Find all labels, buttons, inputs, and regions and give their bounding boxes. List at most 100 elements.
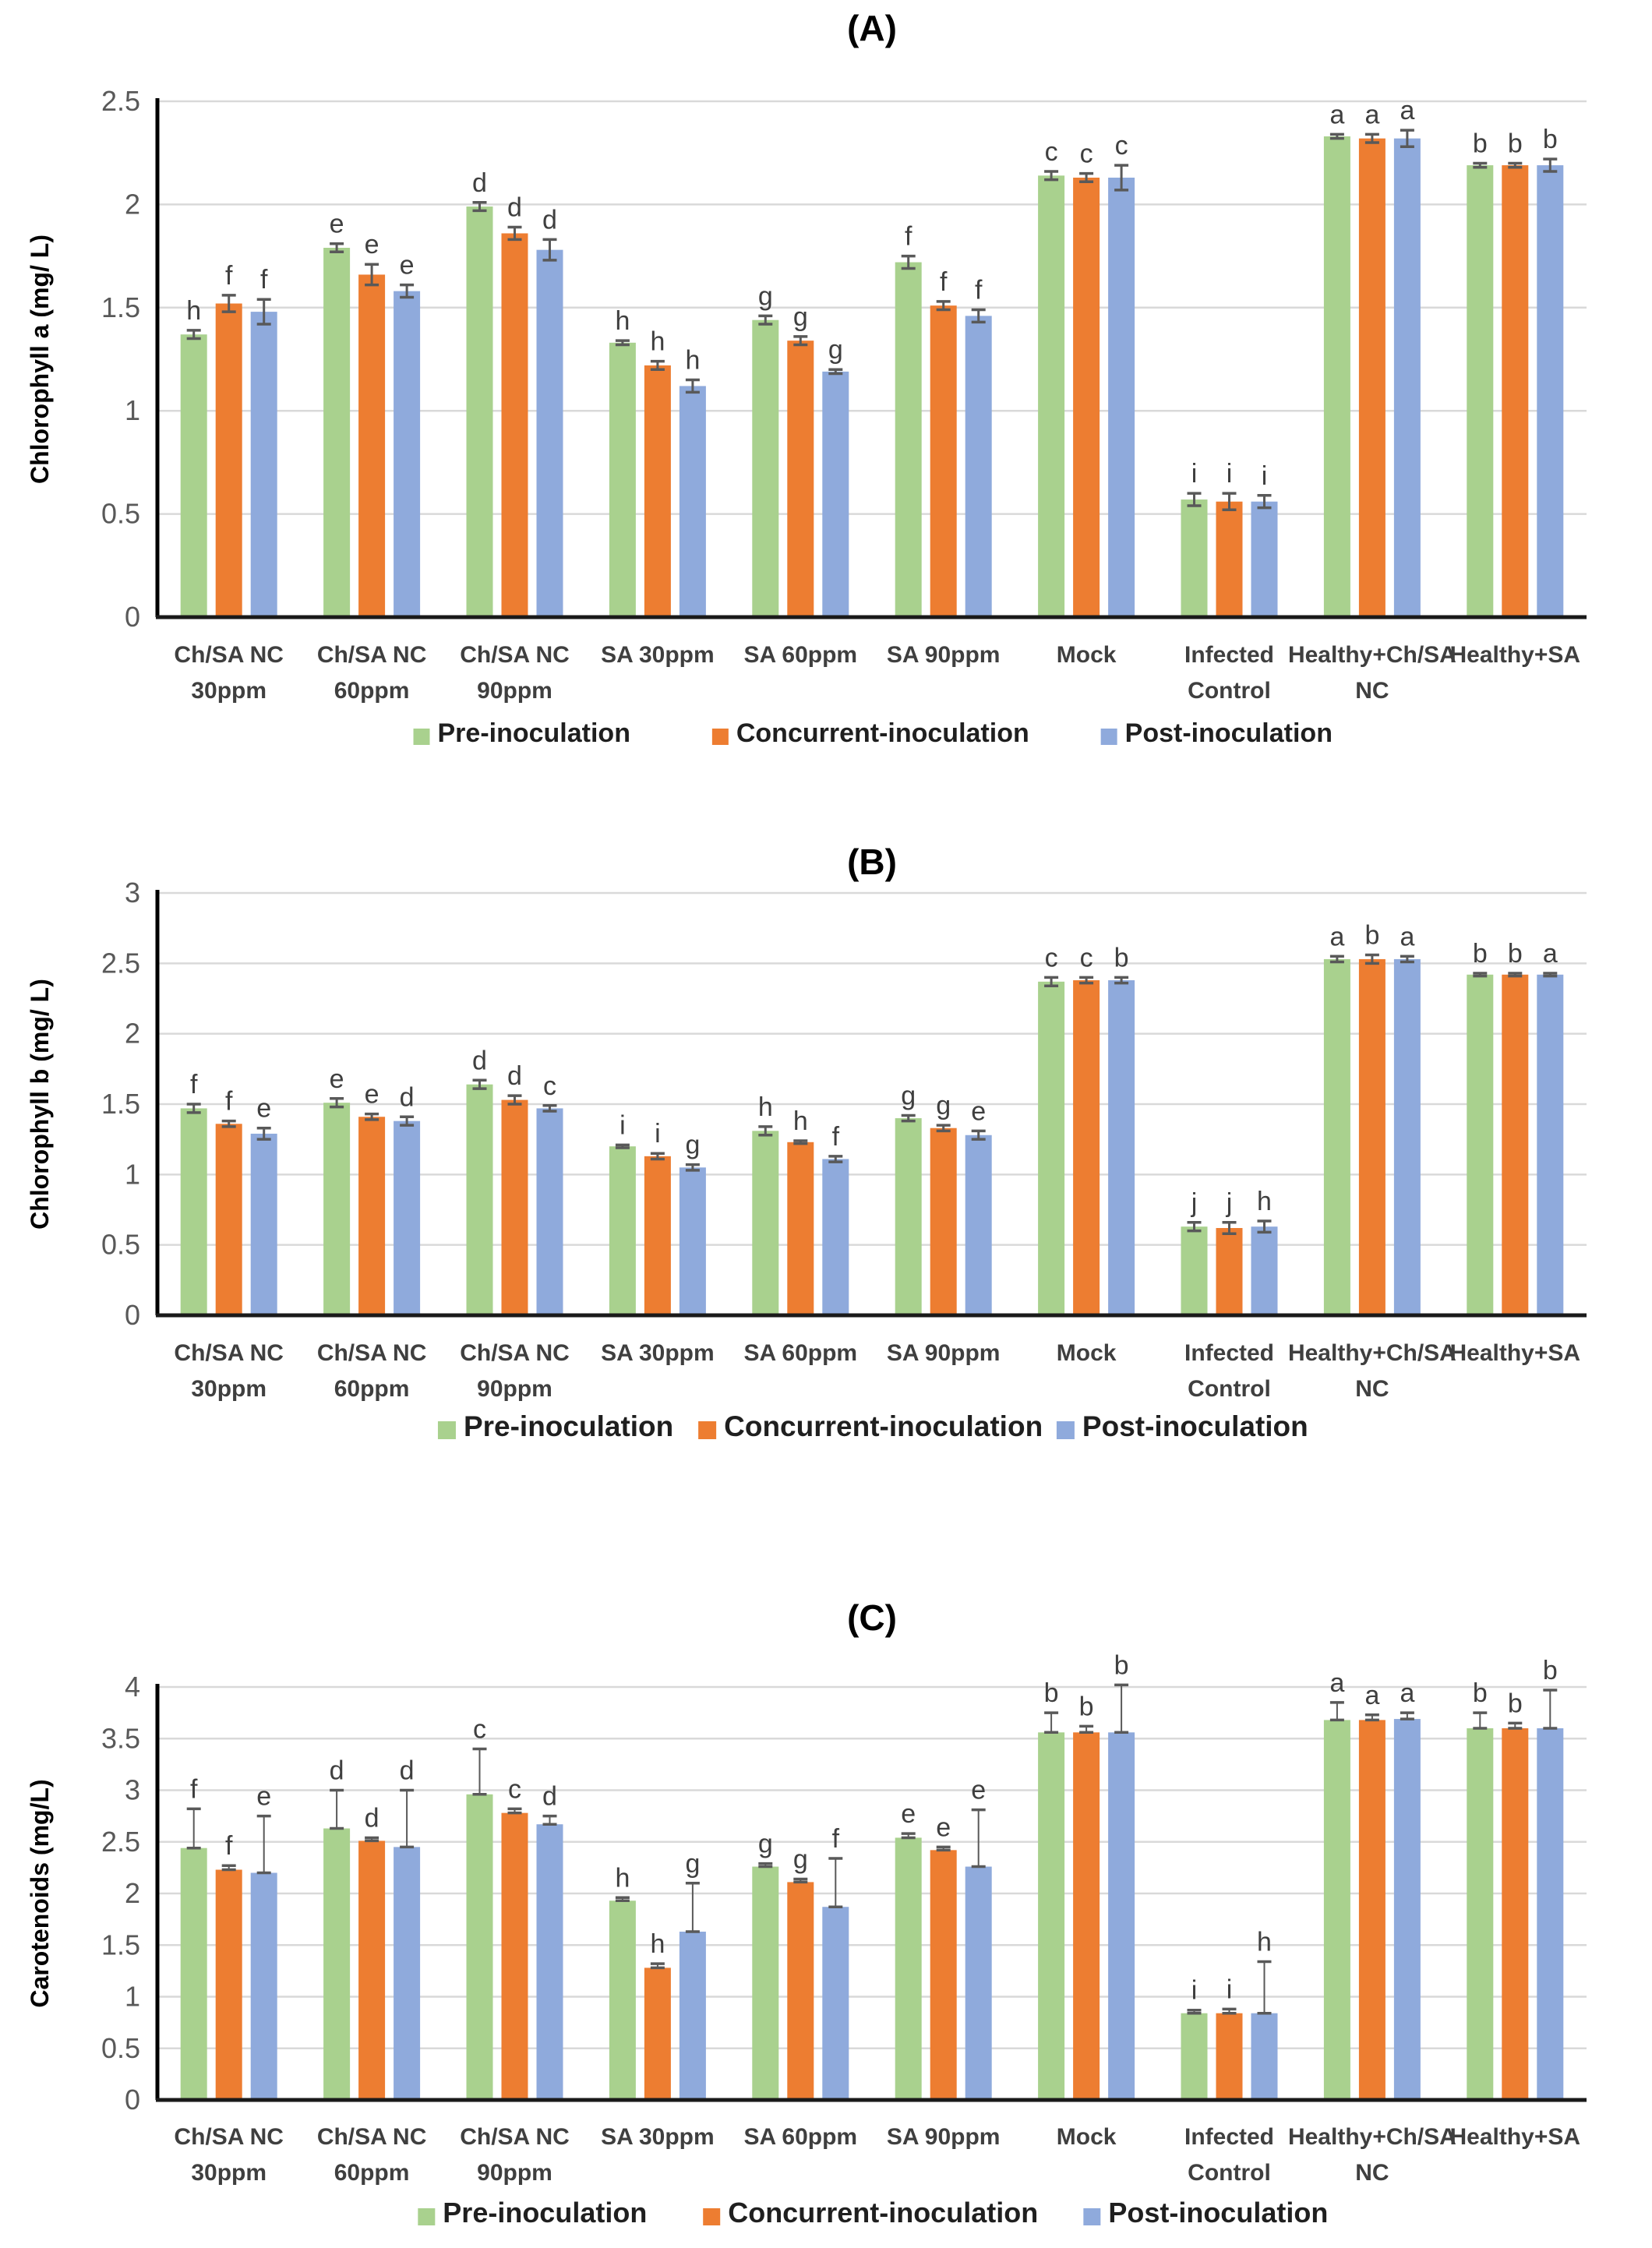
- xtick-C-g1: Ch/SA NC: [174, 2124, 284, 2150]
- legend-label-A-concurrent: Concurrent-inoculation: [736, 718, 1029, 748]
- ytick-A-2: 2: [125, 188, 140, 220]
- sig-letter-A-g6-s2: f: [940, 267, 948, 297]
- sig-letter-C-g1-s1: f: [190, 1774, 198, 1804]
- xtick-B-g3-line2: 90ppm: [477, 1376, 552, 1402]
- legend-label-C-concurrent: Concurrent-inoculation: [728, 2197, 1038, 2229]
- bar-A-g5-s1: [752, 319, 779, 617]
- bar-B-g2-s1: [323, 1103, 351, 1315]
- bar-A-g6-s3: [965, 316, 992, 617]
- bar-C-g10-s2: [1502, 1728, 1529, 2100]
- bar-B-g4-s2: [644, 1156, 671, 1315]
- legend-swatch-B-pre: [437, 1421, 456, 1439]
- bar-C-g7-s2: [1073, 1732, 1100, 2100]
- sig-letter-A-g10-s3: b: [1543, 125, 1558, 154]
- sig-letter-C-g7-s3: b: [1114, 1650, 1129, 1680]
- sig-letter-A-g8-s2: i: [1227, 459, 1233, 489]
- bar-A-g7-s1: [1038, 175, 1065, 617]
- sig-letter-C-g6-s1: e: [901, 1799, 916, 1829]
- legend-swatch-C-pre: [418, 2208, 436, 2225]
- sig-letter-C-g6-s2: e: [936, 1812, 951, 1842]
- sig-letter-B-g9-s1: a: [1329, 922, 1344, 951]
- ytick-B-0: 0: [125, 1299, 140, 1331]
- bar-C-g6-s3: [965, 1866, 992, 2100]
- legend-swatch-A-pre: [413, 729, 430, 745]
- bar-B-g5-s1: [752, 1131, 779, 1315]
- sig-letter-B-g6-s1: g: [901, 1081, 916, 1110]
- xtick-A-g7: Mock: [1057, 642, 1117, 668]
- sig-letter-B-g8-s2: j: [1226, 1188, 1233, 1218]
- bar-B-g3-s2: [501, 1099, 528, 1315]
- xtick-C-g6: SA 90ppm: [887, 2124, 1001, 2150]
- bar-C-g6-s1: [895, 1837, 922, 2100]
- bar-A-g6-s1: [895, 262, 922, 617]
- legend-label-C-post: Post-inoculation: [1108, 2197, 1328, 2229]
- sig-letter-B-g3-s2: d: [507, 1061, 522, 1091]
- sig-letter-C-g3-s2: c: [508, 1774, 521, 1804]
- xtick-C-g5: SA 60ppm: [744, 2124, 858, 2150]
- bar-C-g3-s1: [466, 1794, 493, 2100]
- ytick-B-2.5: 2.5: [101, 947, 140, 979]
- bar-C-g2-s3: [394, 1847, 421, 2100]
- bar-A-g9-s1: [1323, 136, 1350, 618]
- sig-letter-B-g10-s2: b: [1508, 939, 1523, 969]
- bar-A-g8-s3: [1251, 501, 1278, 617]
- xtick-B-g4: SA 30ppm: [601, 1340, 715, 1366]
- sig-letter-B-g9-s2: b: [1364, 920, 1379, 950]
- ytick-C-3: 3: [125, 1774, 140, 1806]
- sig-letter-B-g5-s3: f: [832, 1122, 840, 1152]
- xtick-C-g1-line2: 30ppm: [191, 2160, 267, 2186]
- xtick-B-g1-line2: 30ppm: [191, 1376, 267, 1402]
- bar-B-g3-s3: [536, 1108, 563, 1315]
- sig-letter-A-g9-s3: a: [1400, 96, 1414, 125]
- bar-B-g3-s1: [466, 1084, 493, 1315]
- bar-C-g9-s3: [1393, 1719, 1421, 2100]
- sig-letter-B-g2-s2: e: [365, 1080, 379, 1110]
- sig-letter-A-g6-s3: f: [975, 275, 983, 305]
- xtick-B-g3: Ch/SA NC: [460, 1340, 570, 1366]
- sig-letter-A-g3-s1: d: [472, 168, 487, 198]
- ylabel-A: Chlorophyll a (mg/ L): [26, 235, 54, 484]
- bar-C-g10-s1: [1467, 1728, 1494, 2100]
- bar-B-g5-s2: [787, 1142, 814, 1315]
- xtick-A-g10: Healthy+SA: [1450, 642, 1581, 668]
- xtick-C-g2: Ch/SA NC: [317, 2124, 427, 2150]
- bar-B-g10-s1: [1467, 974, 1494, 1315]
- bar-A-g6-s2: [930, 305, 957, 617]
- bar-A-g4-s1: [609, 342, 636, 617]
- sig-letter-C-g8-s2: i: [1227, 1974, 1233, 2004]
- sig-letter-C-g5-s1: g: [758, 1830, 773, 1859]
- bar-B-g1-s1: [180, 1108, 207, 1315]
- sig-letter-C-g4-s2: h: [650, 1929, 665, 1959]
- bar-B-g6-s1: [895, 1118, 922, 1315]
- ytick-A-1.5: 1.5: [101, 291, 140, 323]
- bar-C-g4-s1: [609, 1900, 636, 2100]
- xtick-B-g8: Infected: [1184, 1340, 1274, 1366]
- bar-A-g8-s1: [1181, 499, 1208, 617]
- bar-C-g8-s2: [1216, 2013, 1243, 2100]
- bar-A-g1-s2: [215, 303, 242, 617]
- xtick-A-g9: Healthy+Ch/SA: [1288, 642, 1456, 668]
- sig-letter-C-g9-s1: a: [1329, 1668, 1344, 1698]
- sig-letter-B-g4-s3: g: [685, 1131, 700, 1160]
- sig-letter-C-g6-s3: e: [971, 1776, 986, 1805]
- bar-C-g10-s3: [1537, 1728, 1564, 2100]
- sig-letter-A-g6-s1: f: [905, 222, 912, 252]
- bar-C-g5-s2: [787, 1882, 814, 2100]
- xtick-A-g5: SA 60ppm: [744, 642, 858, 668]
- bar-A-g9-s3: [1393, 138, 1421, 617]
- bar-B-g8-s3: [1251, 1226, 1278, 1315]
- sig-letter-C-g9-s3: a: [1400, 1678, 1414, 1708]
- sig-letter-A-g2-s1: e: [330, 210, 344, 239]
- sig-letter-C-g4-s1: h: [615, 1863, 630, 1893]
- legend-label-B-pre: Pre-inoculation: [464, 1410, 673, 1442]
- sig-letter-C-g5-s3: f: [832, 1824, 840, 1854]
- xtick-C-g9: Healthy+Ch/SA: [1288, 2124, 1456, 2150]
- bar-A-g10-s1: [1467, 165, 1494, 617]
- bar-B-g4-s3: [679, 1167, 706, 1315]
- xtick-C-g10: Healthy+SA: [1450, 2124, 1581, 2150]
- sig-letter-A-g10-s2: b: [1508, 129, 1523, 158]
- sig-letter-A-g7-s3: c: [1115, 131, 1128, 161]
- bar-C-g5-s1: [752, 1866, 779, 2100]
